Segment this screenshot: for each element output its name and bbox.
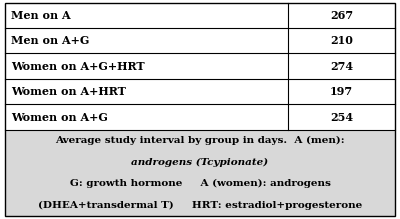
Bar: [5, 53, 395, 79]
Bar: [5, 79, 395, 104]
Text: (DHEA+transdermal T)     HRT: estradiol+progesterone: (DHEA+transdermal T) HRT: estradiol+prog…: [38, 201, 362, 210]
Text: Women on A+G: Women on A+G: [11, 112, 108, 123]
Text: Men on A: Men on A: [11, 10, 70, 21]
Text: 274: 274: [330, 61, 353, 72]
Bar: [5, 130, 395, 216]
Text: Men on A+G: Men on A+G: [11, 35, 89, 46]
Bar: [5, 28, 395, 53]
Text: 254: 254: [330, 112, 353, 123]
Text: 210: 210: [330, 35, 353, 46]
Text: 267: 267: [330, 10, 353, 21]
Text: androgens (Tcypionate): androgens (Tcypionate): [132, 158, 268, 167]
Text: 197: 197: [330, 86, 353, 97]
Bar: [5, 104, 395, 130]
Bar: [5, 3, 395, 28]
Text: Women on A+G+HRT: Women on A+G+HRT: [11, 61, 144, 72]
Text: Average study interval by group in days.  A (men):: Average study interval by group in days.…: [55, 136, 345, 145]
Text: G: growth hormone     A (women): androgens: G: growth hormone A (women): androgens: [70, 179, 330, 189]
Text: Women on A+HRT: Women on A+HRT: [11, 86, 126, 97]
